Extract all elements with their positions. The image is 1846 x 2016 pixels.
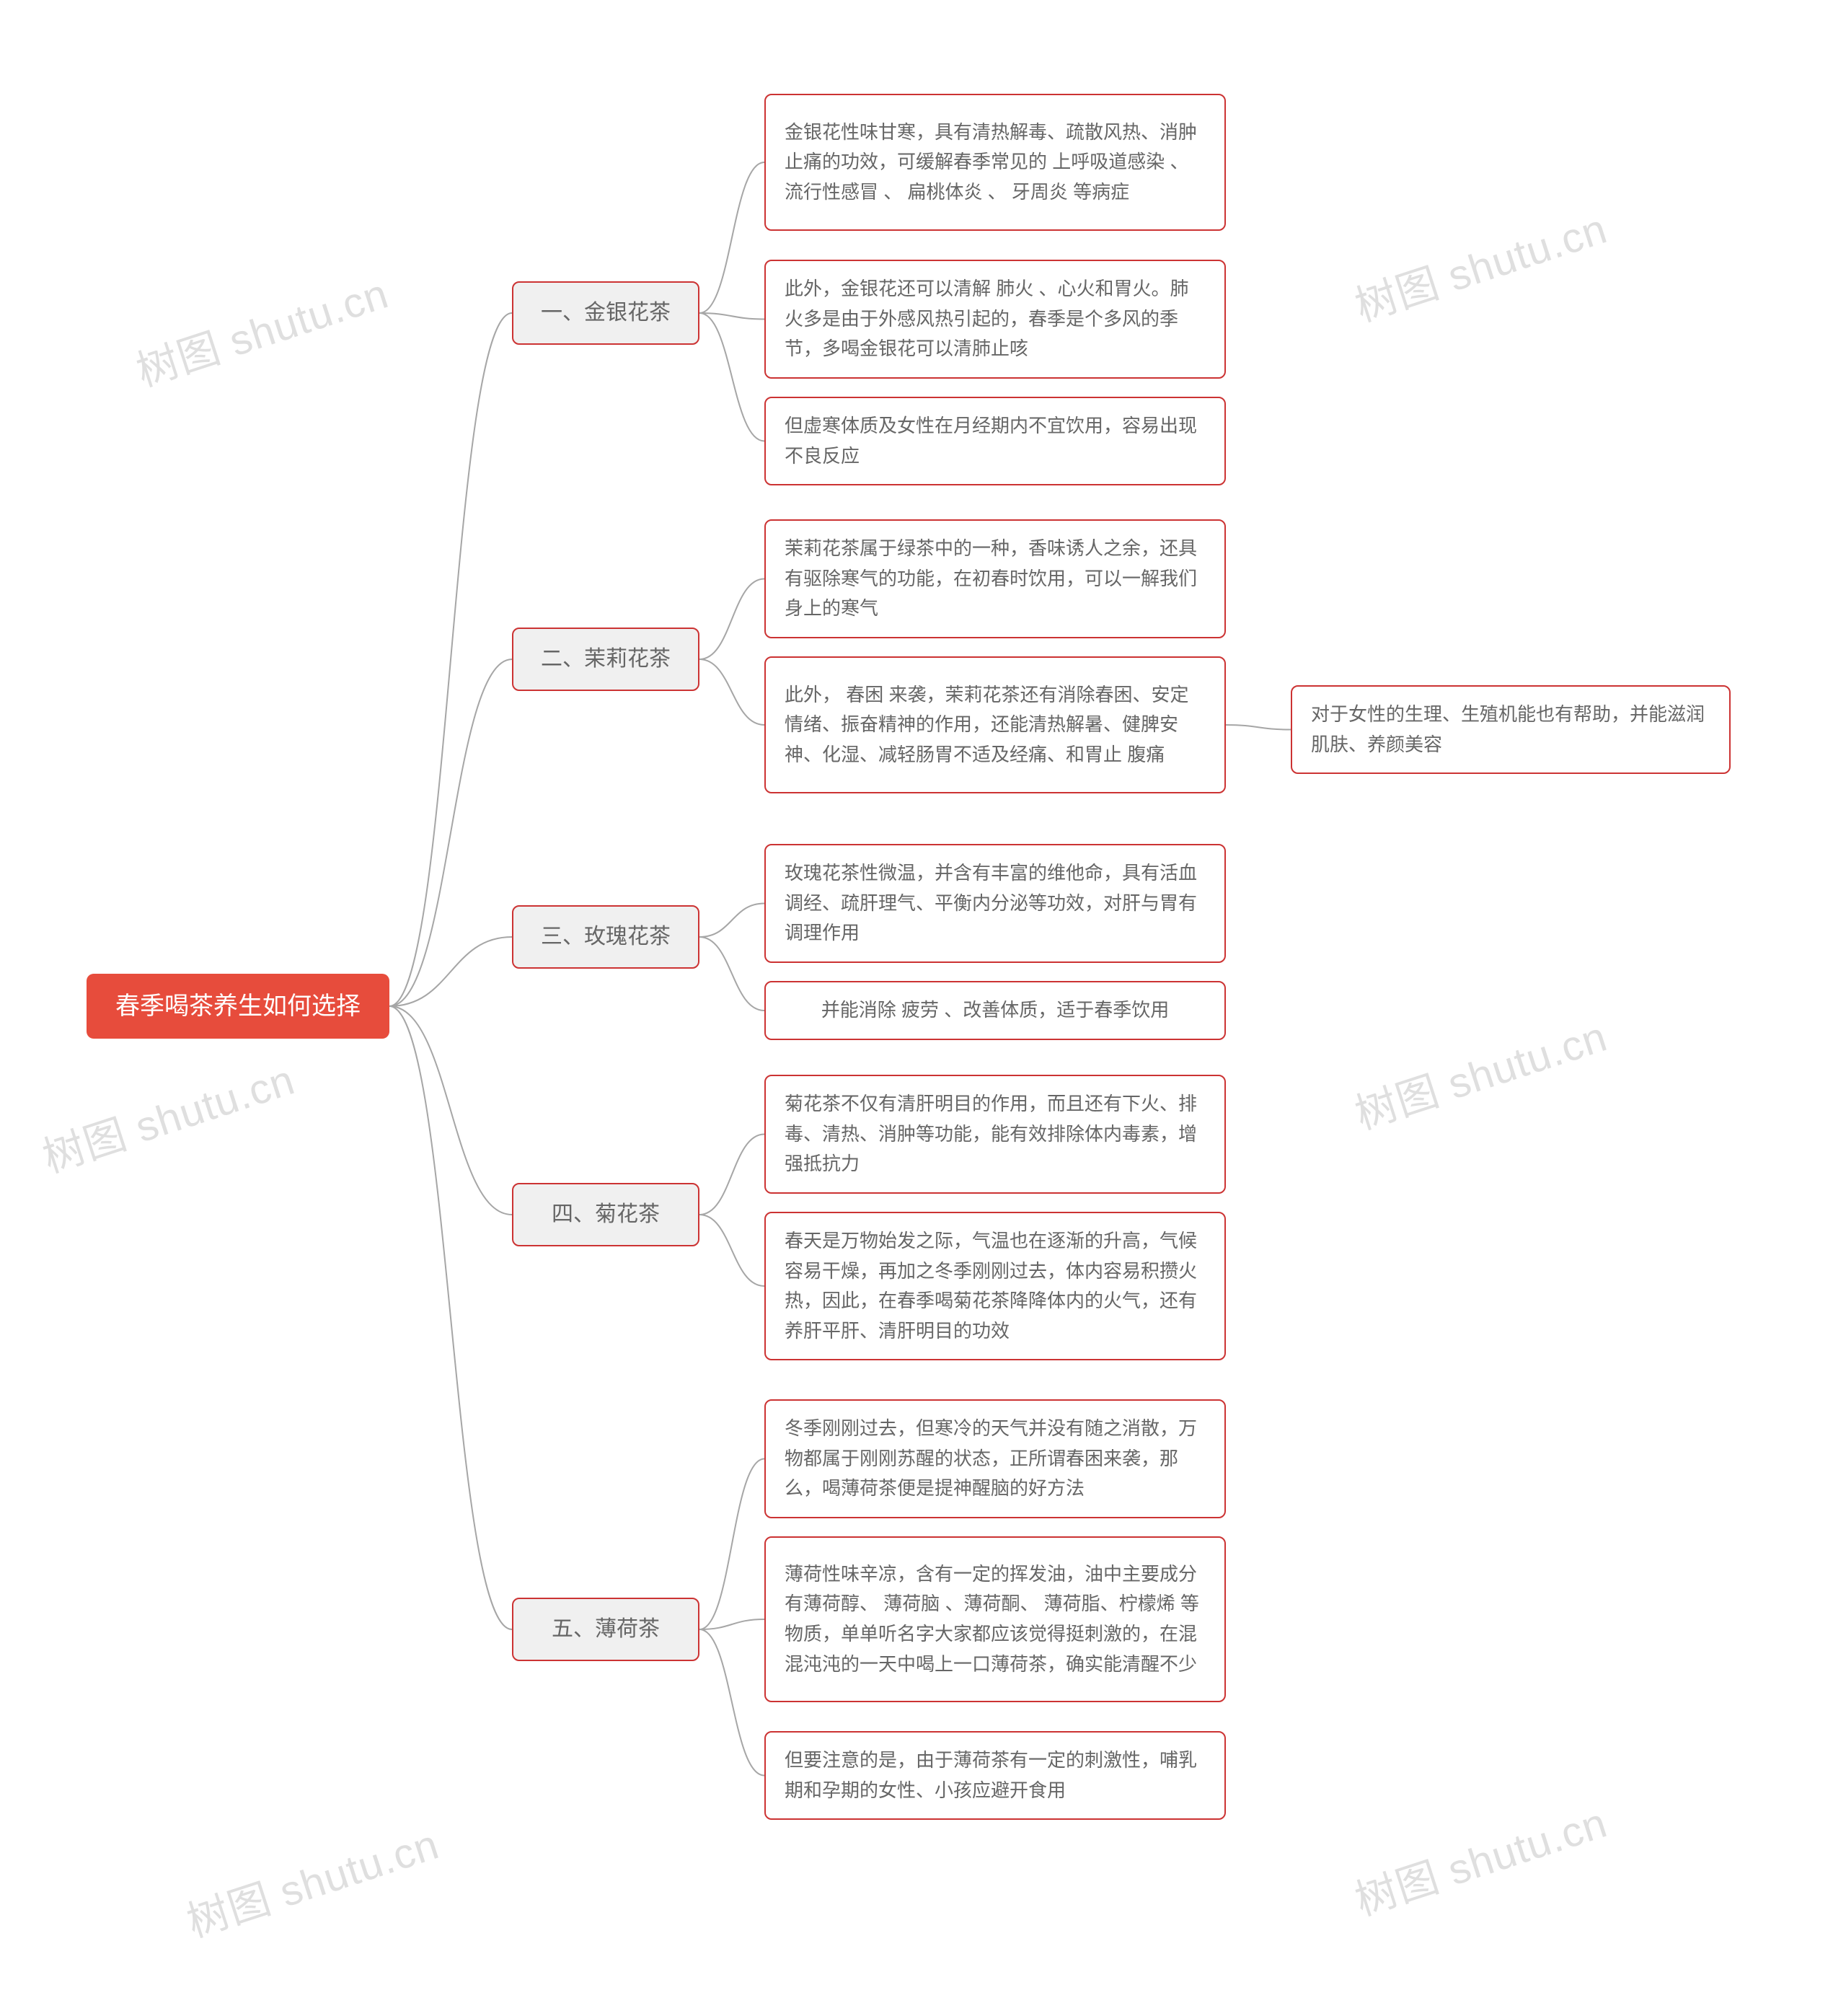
mindmap-canvas: 树图 shutu.cn 树图 shutu.cn 树图 shutu.cn 树图 shut… xyxy=(0,0,1846,2016)
watermark: 树图 shutu.cn xyxy=(178,1810,446,1949)
connector xyxy=(699,1629,764,1776)
leaf-node[interactable]: 薄荷性味辛凉，含有一定的挥发油，油中主要成分有薄荷醇、 薄荷脑 、薄荷酮、 薄荷… xyxy=(764,1536,1226,1702)
connector xyxy=(389,659,512,1006)
leaf-node[interactable]: 菊花茶不仅有清肝明目的作用，而且还有下火、排毒、清热、消肿等功能，能有效排除体内… xyxy=(764,1075,1226,1194)
watermark-text: 树图 shutu.cn xyxy=(37,1056,301,1181)
watermark: 树图 shutu.cn xyxy=(128,260,395,398)
root-node-text: 春季喝茶养生如何选择 xyxy=(115,987,361,1026)
leaf-node-text: 此外， 春困 来袭，茉莉花茶还有消除春困、安定情绪、振奋精神的作用，还能清热解暑… xyxy=(785,680,1206,770)
leaf-node[interactable]: 此外，金银花还可以清解 肺火 、心火和胃火。肺火多是由于外感风热引起的，春季是个… xyxy=(764,260,1226,379)
sub-leaf-node-text: 对于女性的生理、生殖机能也有帮助，并能滋润肌肤、养颜美容 xyxy=(1311,700,1710,760)
branch-node[interactable]: 一、金银花茶 xyxy=(512,281,699,345)
connector xyxy=(699,904,764,938)
branch-node[interactable]: 四、菊花茶 xyxy=(512,1183,699,1246)
connector xyxy=(699,1215,764,1286)
leaf-node-text: 金银花性味甘寒，具有清热解毒、疏散风热、消肿止痛的功效，可缓解春季常见的 上呼吸… xyxy=(785,118,1206,208)
leaf-node-text: 但要注意的是，由于薄荷茶有一定的刺激性，哺乳期和孕期的女性、小孩应避开食用 xyxy=(785,1746,1206,1805)
leaf-node[interactable]: 并能消除 疲劳 、改善体质，适于春季饮用 xyxy=(764,981,1226,1040)
connector xyxy=(1226,725,1291,730)
root-node[interactable]: 春季喝茶养生如何选择 xyxy=(87,974,389,1039)
branch-node-text: 五、薄荷茶 xyxy=(552,1612,660,1647)
leaf-node[interactable]: 但虚寒体质及女性在月经期内不宜饮用，容易出现不良反应 xyxy=(764,397,1226,485)
connector xyxy=(699,659,764,725)
branch-node[interactable]: 五、薄荷茶 xyxy=(512,1598,699,1661)
leaf-node[interactable]: 但要注意的是，由于薄荷茶有一定的刺激性，哺乳期和孕期的女性、小孩应避开食用 xyxy=(764,1731,1226,1820)
connector xyxy=(699,1135,764,1215)
branch-node-text: 二、茉莉花茶 xyxy=(541,642,671,677)
watermark-text: 树图 shutu.cn xyxy=(1350,205,1613,330)
connector xyxy=(389,937,512,1006)
connector xyxy=(699,313,764,441)
connector xyxy=(699,1459,764,1630)
leaf-node-text: 薄荷性味辛凉，含有一定的挥发油，油中主要成分有薄荷醇、 薄荷脑 、薄荷酮、 薄荷… xyxy=(785,1559,1206,1679)
leaf-node[interactable]: 此外， 春困 来袭，茉莉花茶还有消除春困、安定情绪、振奋精神的作用，还能清热解暑… xyxy=(764,656,1226,793)
watermark: 树图 shutu.cn xyxy=(1346,1003,1614,1141)
leaf-node-text: 玫瑰花茶性微温，并含有丰富的维他命，具有活血调经、疏肝理气、平衡内分泌等功效，对… xyxy=(785,858,1206,948)
leaf-node[interactable]: 冬季刚刚过去，但寒冷的天气并没有随之消散，万物都属于刚刚苏醒的状态，正所谓春困来… xyxy=(764,1399,1226,1518)
watermark-text: 树图 shutu.cn xyxy=(182,1821,445,1946)
leaf-node-text: 春天是万物始发之际，气温也在逐渐的升高，气候容易干燥，再加之冬季刚刚过去，体内容… xyxy=(785,1226,1206,1346)
watermark-text: 树图 shutu.cn xyxy=(1350,1799,1613,1924)
watermark-text: 树图 shutu.cn xyxy=(1350,1013,1613,1138)
connector xyxy=(389,1006,512,1629)
watermark: 树图 shutu.cn xyxy=(34,1046,301,1184)
connector xyxy=(699,937,764,1011)
branch-node[interactable]: 二、茉莉花茶 xyxy=(512,628,699,691)
branch-node-text: 三、玫瑰花茶 xyxy=(541,920,671,954)
leaf-node-text: 冬季刚刚过去，但寒冷的天气并没有随之消散，万物都属于刚刚苏醒的状态，正所谓春困来… xyxy=(785,1414,1206,1504)
leaf-node-text: 菊花茶不仅有清肝明目的作用，而且还有下火、排毒、清热、消肿等功能，能有效排除体内… xyxy=(785,1089,1206,1179)
leaf-node[interactable]: 春天是万物始发之际，气温也在逐渐的升高，气候容易干燥，再加之冬季刚刚过去，体内容… xyxy=(764,1212,1226,1360)
leaf-node[interactable]: 金银花性味甘寒，具有清热解毒、疏散风热、消肿止痛的功效，可缓解春季常见的 上呼吸… xyxy=(764,94,1226,231)
connector xyxy=(389,313,512,1006)
leaf-node[interactable]: 玫瑰花茶性微温，并含有丰富的维他命，具有活血调经、疏肝理气、平衡内分泌等功效，对… xyxy=(764,844,1226,963)
connector xyxy=(699,1619,764,1629)
watermark: 树图 shutu.cn xyxy=(1346,195,1614,333)
connector xyxy=(699,313,764,320)
watermark-text: 树图 shutu.cn xyxy=(131,270,394,395)
connector xyxy=(699,162,764,313)
branch-node-text: 一、金银花茶 xyxy=(541,296,671,330)
connector xyxy=(699,579,764,660)
leaf-node-text: 茉莉花茶属于绿茶中的一种，香味诱人之余，还具有驱除寒气的功能，在初春时饮用，可以… xyxy=(785,534,1206,624)
branch-node[interactable]: 三、玫瑰花茶 xyxy=(512,905,699,969)
sub-leaf-node[interactable]: 对于女性的生理、生殖机能也有帮助，并能滋润肌肤、养颜美容 xyxy=(1291,685,1731,774)
leaf-node[interactable]: 茉莉花茶属于绿茶中的一种，香味诱人之余，还具有驱除寒气的功能，在初春时饮用，可以… xyxy=(764,519,1226,638)
leaf-node-text: 并能消除 疲劳 、改善体质，适于春季饮用 xyxy=(821,995,1169,1026)
watermark: 树图 shutu.cn xyxy=(1346,1789,1614,1927)
leaf-node-text: 但虚寒体质及女性在月经期内不宜饮用，容易出现不良反应 xyxy=(785,411,1206,471)
connector xyxy=(389,1006,512,1215)
leaf-node-text: 此外，金银花还可以清解 肺火 、心火和胃火。肺火多是由于外感风热引起的，春季是个… xyxy=(785,274,1206,364)
branch-node-text: 四、菊花茶 xyxy=(552,1197,660,1232)
